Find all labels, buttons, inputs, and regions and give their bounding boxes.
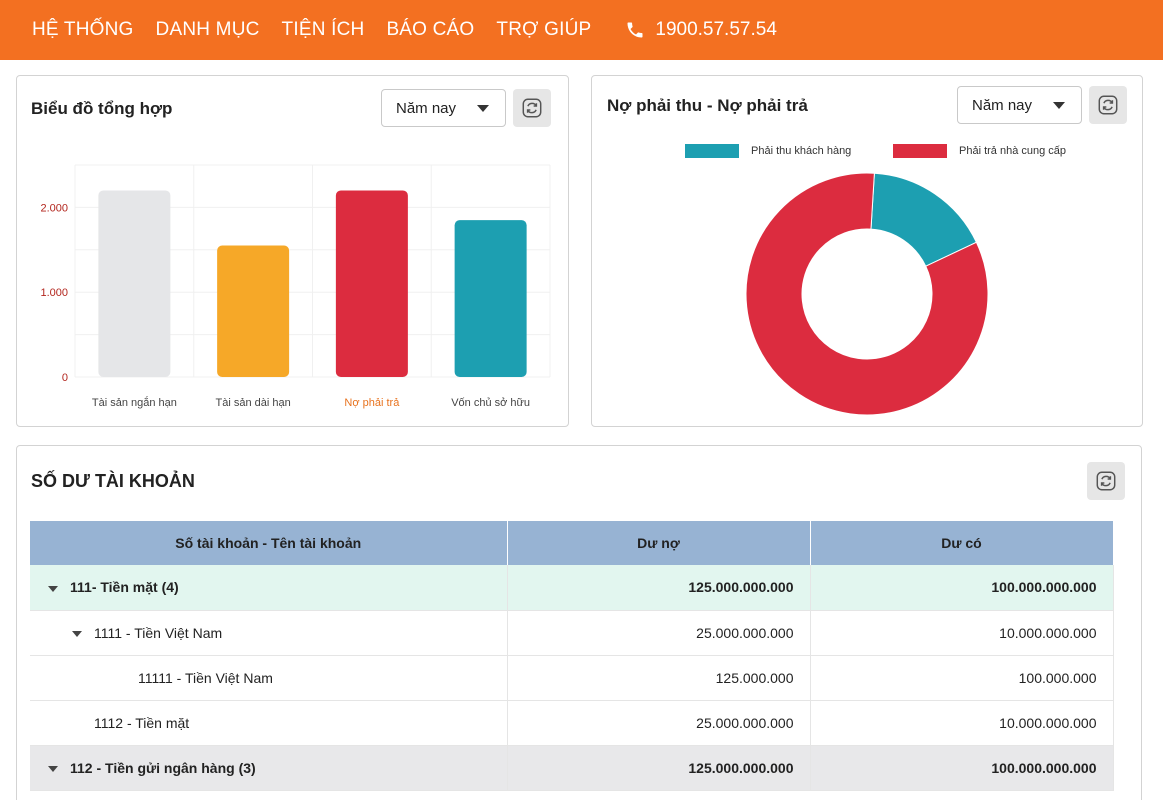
column-header-account[interactable]: Số tài khoản - Tên tài khoản	[30, 521, 508, 565]
table-row[interactable]: 112 - Tiền gửi ngân hàng (3) 125.000.000…	[30, 745, 1114, 791]
credit-cell: 10.000.000.000	[810, 610, 1114, 656]
table-header-row: Số tài khoản - Tên tài khoản Dư nợ Dư có	[30, 521, 1114, 565]
account-name: 1111 - Tiền Việt Nam	[94, 624, 223, 641]
donut-slice-2[interactable]	[745, 172, 989, 416]
debt-refresh-button[interactable]	[1089, 86, 1127, 124]
table-row[interactable]: 11111 - Tiền Việt Nam 125.000.000 100.00…	[30, 655, 1114, 701]
nav-danh-muc[interactable]: DANH MỤC	[155, 19, 260, 40]
phone-icon	[627, 22, 643, 38]
debt-chart-title: Nợ phải thu - Nợ phải trả	[607, 96, 808, 115]
summary-period-value: Năm nay	[396, 99, 457, 117]
table-row[interactable]: 111- Tiền mặt (4) 125.000.000.000 100.00…	[30, 565, 1114, 611]
summary-period-select[interactable]: Năm nay	[381, 89, 506, 127]
column-header-debit[interactable]: Dư nợ	[507, 521, 811, 565]
debit-cell: 25.000.000.000	[507, 700, 811, 746]
debit-cell: 125.000.000.000	[507, 565, 811, 611]
column-header-credit[interactable]: Dư có	[810, 521, 1114, 565]
legend-label: Phải trả nhà cung cấp	[959, 145, 1067, 157]
hotline[interactable]: 1900.57.57.54	[625, 19, 777, 41]
y-tick-label: 2.000	[40, 202, 68, 214]
chevron-down-icon	[1053, 102, 1065, 109]
summary-refresh-button[interactable]	[513, 89, 551, 127]
account-name: 112 - Tiền gửi ngân hàng (3)	[70, 759, 256, 776]
bar-4[interactable]	[454, 220, 527, 377]
debit-cell: 25.000.000.000	[507, 610, 811, 656]
legend-label: Phải thu khách hàng	[751, 145, 852, 157]
debit-cell: 125.000.000	[507, 655, 811, 701]
table-row[interactable]: 1112 - Tiền mặt 25.000.000.000 10.000.00…	[30, 700, 1114, 746]
nav-tien-ich[interactable]: TIỆN ÍCH	[281, 19, 365, 40]
x-tick-label: Vốn chủ sở hữu	[451, 397, 530, 409]
collapse-caret-icon[interactable]	[48, 585, 58, 592]
top-nav-bar: HỆ THỐNG DANH MỤC TIỆN ÍCH BÁO CÁO TRỢ G…	[0, 0, 1163, 60]
legend-swatch	[685, 144, 739, 158]
bar-3[interactable]	[335, 190, 408, 377]
bar-1[interactable]	[98, 190, 171, 377]
x-tick-label: Tài sản ngắn hạn	[92, 396, 177, 409]
nav-tro-giup[interactable]: TRỢ GIÚP	[496, 19, 592, 40]
credit-cell: 100.000.000.000	[810, 745, 1114, 791]
x-tick-label: Nợ phải trả	[344, 397, 400, 409]
balance-refresh-button[interactable]	[1087, 462, 1125, 500]
nav-bao-cao[interactable]: BÁO CÁO	[386, 19, 475, 40]
credit-cell: 10.000.000.000	[810, 700, 1114, 746]
bar-2[interactable]	[217, 245, 290, 377]
refresh-icon	[1096, 471, 1116, 491]
credit-cell: 100.000.000	[810, 655, 1114, 701]
account-balance-table: Số tài khoản - Tên tài khoản Dư nợ Dư có…	[30, 521, 1114, 791]
donut-legend-item[interactable]: Phải thu khách hàng	[685, 144, 851, 158]
account-name: 11111 - Tiền Việt Nam	[138, 669, 273, 686]
debt-donut-chart	[745, 172, 989, 416]
summary-bar-chart: 0 1.000 2.000 Tài sản ngắn hạn Tài sản dài h…	[40, 164, 551, 409]
debt-period-select[interactable]: Năm nay	[957, 86, 1082, 124]
hotline-number: 1900.57.57.54	[655, 19, 777, 40]
nav-he-thong[interactable]: HỆ THỐNG	[32, 19, 134, 40]
x-tick-label: Tài sản dài hạn	[216, 397, 291, 409]
debit-cell: 125.000.000.000	[507, 745, 811, 791]
y-tick-label: 0	[62, 372, 68, 384]
account-name: 1112 - Tiền mặt	[94, 714, 190, 731]
y-tick-label: 1.000	[40, 287, 68, 299]
debt-period-value: Năm nay	[972, 96, 1033, 114]
credit-cell: 100.000.000.000	[810, 565, 1114, 611]
account-name: 111- Tiền mặt (4)	[70, 579, 179, 596]
collapse-caret-icon[interactable]	[48, 765, 58, 772]
chevron-down-icon	[477, 105, 489, 112]
table-row[interactable]: 1111 - Tiền Việt Nam 25.000.000.000 10.0…	[30, 610, 1114, 656]
refresh-icon	[1098, 95, 1118, 115]
collapse-caret-icon[interactable]	[72, 630, 82, 637]
donut-legend-item[interactable]: Phải trả nhà cung cấp	[893, 144, 1066, 158]
account-balance-title: SỐ DƯ TÀI KHOẢN	[31, 471, 195, 491]
legend-swatch	[893, 144, 947, 158]
summary-chart-title: Biểu đồ tổng hợp	[31, 99, 173, 118]
refresh-icon	[522, 98, 542, 118]
